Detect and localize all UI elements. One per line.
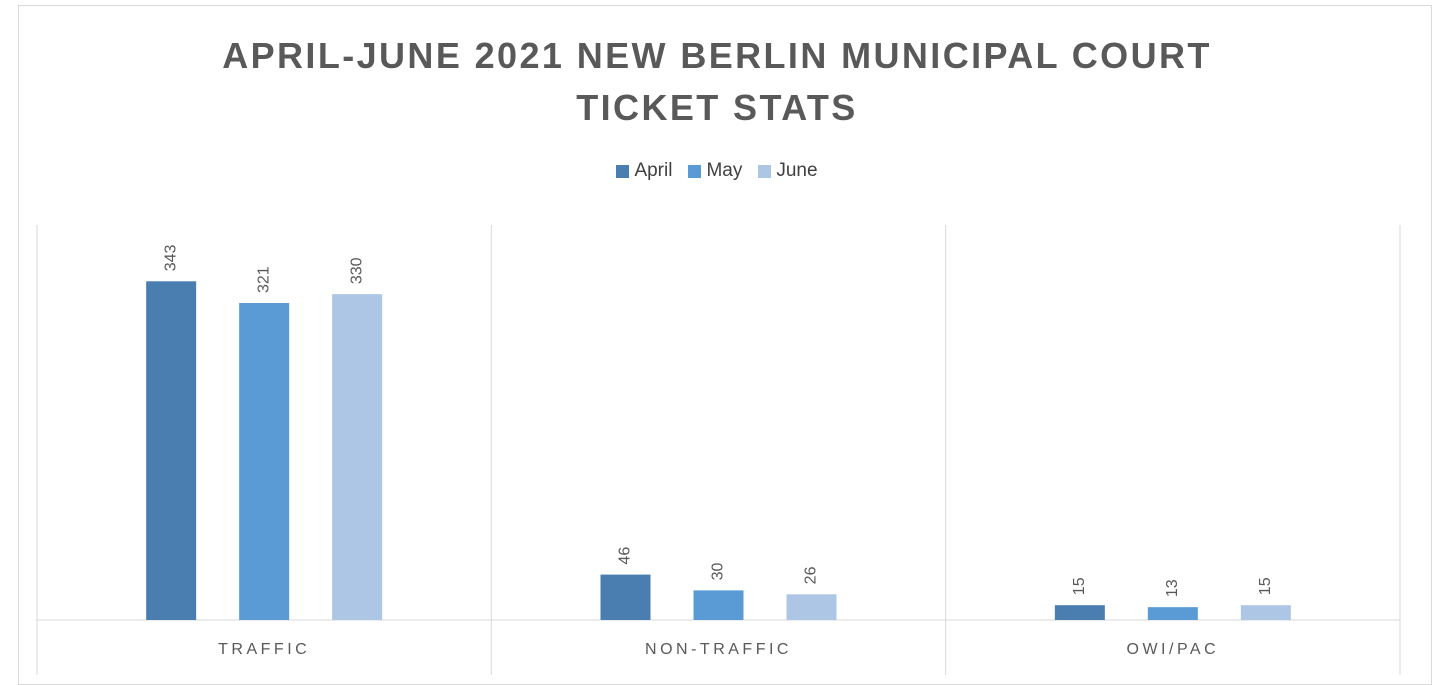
bar <box>332 294 383 620</box>
bar <box>693 590 744 620</box>
data-label: 46 <box>617 547 634 565</box>
chart-title: APRIL-JUNE 2021 NEW BERLIN MUNICIPAL COU… <box>222 35 1212 128</box>
x-tick-label: OWI/PAC <box>1127 641 1220 658</box>
legend-label: April <box>634 160 673 181</box>
bar <box>239 303 290 620</box>
data-label: 330 <box>348 257 365 284</box>
x-tick-label: NON-TRAFFIC <box>645 641 792 658</box>
data-label: 343 <box>162 244 179 271</box>
legend-label: May <box>706 160 743 181</box>
legend-swatch <box>616 164 630 178</box>
bar <box>1147 607 1198 620</box>
bar <box>600 574 651 620</box>
legend: April May June <box>0 160 1434 182</box>
bar <box>146 281 197 620</box>
data-label: 26 <box>803 566 820 584</box>
data-label: 30 <box>710 562 727 580</box>
legend-swatch <box>758 164 772 178</box>
data-label: 15 <box>1257 577 1274 595</box>
x-tick-label: TRAFFIC <box>218 641 310 658</box>
legend-item: April <box>616 160 672 182</box>
legend-swatch <box>688 164 702 178</box>
legend-item: June <box>758 160 818 182</box>
data-label: 321 <box>255 266 272 293</box>
legend-item: May <box>688 160 742 182</box>
data-label: 13 <box>1164 579 1181 597</box>
bar <box>1240 605 1291 620</box>
data-label: 15 <box>1071 577 1088 595</box>
bar <box>786 594 837 620</box>
legend-label: June <box>776 160 818 181</box>
bar <box>1054 605 1105 620</box>
